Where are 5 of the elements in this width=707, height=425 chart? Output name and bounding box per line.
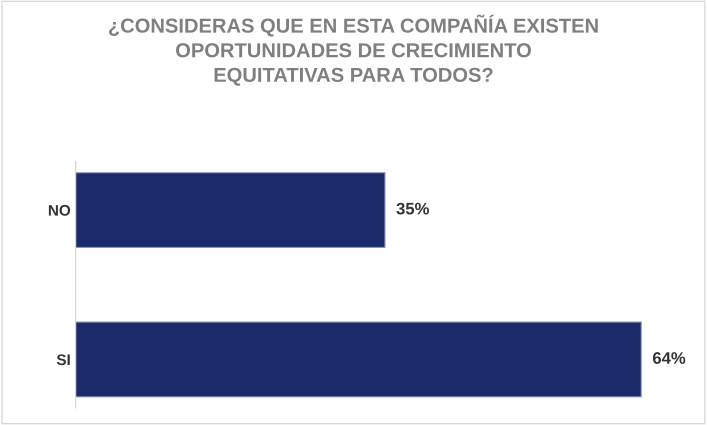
y-tick-label: NO — [48, 204, 70, 216]
chart-title: ¿CONSIDERAS QUE EN ESTA COMPAÑÍA EXISTEN OPORTUNIDADES DE CRECIMIENTO EQUITATIVAS PARA TODOS? — [109, 14, 598, 86]
data-label: 35% — [396, 202, 429, 215]
data-label: 64% — [652, 352, 686, 364]
y-tick-label: SI — [56, 354, 70, 366]
